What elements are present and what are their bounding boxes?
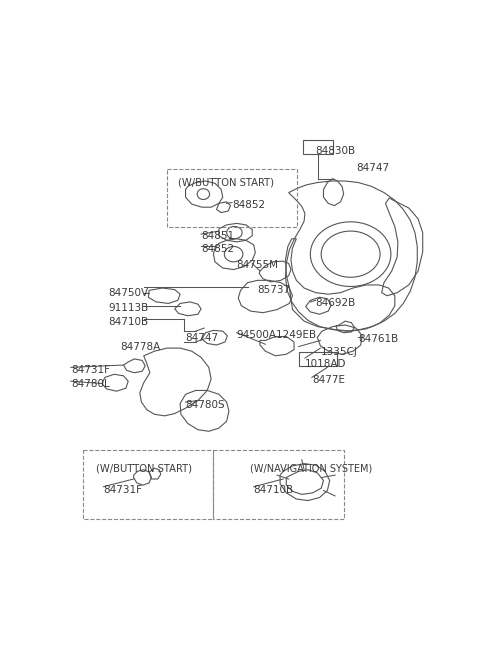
Text: 84780L: 84780L <box>71 379 109 389</box>
Bar <box>299 352 337 365</box>
Text: 91113B: 91113B <box>108 303 148 314</box>
Text: 84852: 84852 <box>201 244 234 254</box>
Text: 84731F: 84731F <box>103 485 143 495</box>
Text: 84755M: 84755M <box>237 259 279 270</box>
Text: 84747: 84747 <box>356 163 389 174</box>
Text: 94500A1249EB: 94500A1249EB <box>237 330 317 341</box>
Text: 84780S: 84780S <box>186 400 225 411</box>
Text: 8477E: 8477E <box>312 375 345 385</box>
Text: 84778A: 84778A <box>120 342 161 352</box>
Text: 84851: 84851 <box>201 231 234 241</box>
Text: 1018AD: 1018AD <box>305 359 347 369</box>
Text: 84852: 84852 <box>232 200 265 210</box>
Text: 84692B: 84692B <box>316 298 356 308</box>
Bar <box>167 170 297 227</box>
Bar <box>303 140 333 154</box>
Text: 84710B: 84710B <box>108 317 148 328</box>
Bar <box>83 450 214 519</box>
Text: (W/BUTTON START): (W/BUTTON START) <box>96 464 192 474</box>
Text: 85737: 85737 <box>258 285 291 295</box>
Bar <box>214 450 344 519</box>
Text: 1335CJ: 1335CJ <box>321 346 357 356</box>
Text: 84761B: 84761B <box>359 334 398 345</box>
Text: (W/BUTTON START): (W/BUTTON START) <box>178 177 274 187</box>
Text: 84747: 84747 <box>186 333 219 343</box>
Text: 84710B: 84710B <box>254 485 294 495</box>
Text: 84750V: 84750V <box>108 288 148 298</box>
Text: (W/NAVIGATION SYSTEM): (W/NAVIGATION SYSTEM) <box>250 464 372 474</box>
Text: 84830B: 84830B <box>316 146 356 157</box>
Text: 84731F: 84731F <box>71 365 110 375</box>
